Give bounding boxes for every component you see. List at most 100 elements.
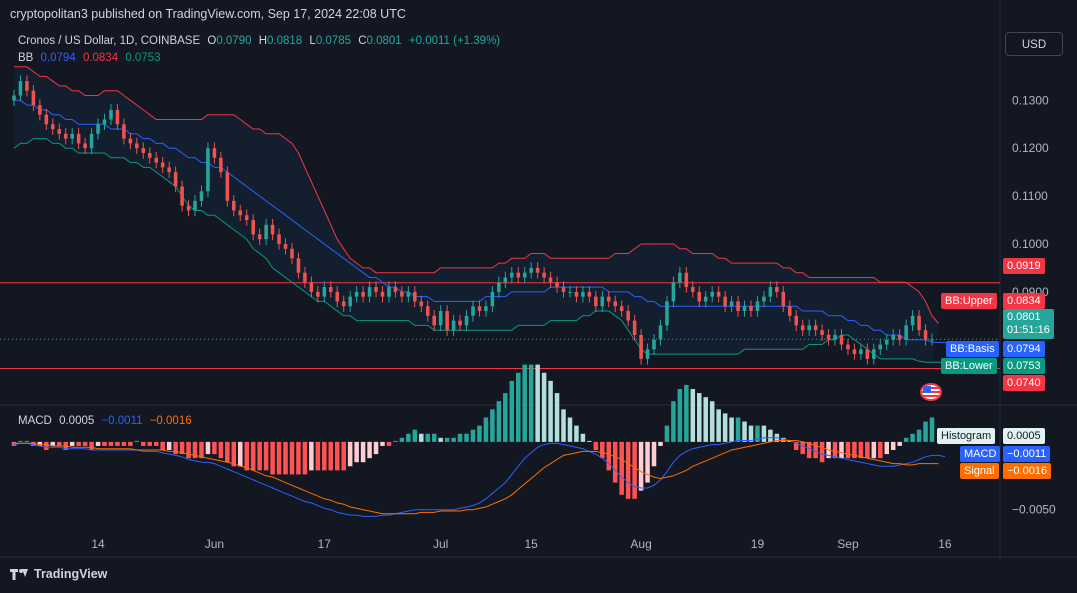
candle-body	[354, 291, 359, 297]
macd-histogram-bar	[865, 441, 870, 459]
time-tick-label: Sep	[837, 537, 859, 551]
candle-body	[180, 186, 184, 206]
bb-upper-value-tag: 0.0834	[1003, 293, 1045, 309]
macd-histogram-bar	[322, 441, 327, 471]
macd-histogram-bar	[354, 441, 359, 463]
candle-body	[18, 81, 23, 96]
candle-body	[516, 272, 521, 278]
candle-body	[225, 172, 230, 201]
candle-body	[542, 272, 546, 278]
macd-histogram-bar	[755, 425, 760, 442]
macd-histogram-bar	[845, 441, 851, 459]
macd-histogram-bar	[742, 421, 747, 442]
macd-histogram-bar	[709, 401, 715, 442]
candle-body	[626, 311, 630, 321]
candle-body	[348, 296, 352, 307]
macd-histogram-bar	[632, 441, 637, 499]
macd-histogram-bar	[832, 441, 838, 459]
candle-body	[716, 291, 721, 297]
macd-histogram-bar	[897, 441, 902, 446]
bollinger-band-lines	[13, 66, 952, 363]
candle-body	[264, 224, 268, 240]
candle-body	[794, 315, 799, 326]
candle-body	[438, 311, 443, 326]
candle-body	[878, 344, 883, 350]
macd-histogram-bar	[393, 440, 398, 442]
bb-basis-value-tag: 0.0794	[1003, 341, 1045, 357]
candle-body	[380, 291, 385, 297]
candle-body	[128, 138, 133, 144]
candle-body	[212, 148, 217, 158]
macd-histogram-bar	[225, 441, 230, 463]
macd-histogram-bar	[722, 413, 728, 442]
macd-histogram-bar	[496, 401, 502, 442]
macd-histogram-bar	[141, 441, 146, 446]
histogram-value-tag: 0.0005	[1003, 428, 1045, 444]
bb-label: BB	[18, 52, 34, 64]
macd-histogram-bar	[806, 441, 812, 459]
candle-body	[600, 296, 605, 307]
macd-histogram-bar	[528, 364, 534, 442]
candle-body	[884, 339, 889, 345]
price-countdown: 01:51:16	[1007, 324, 1050, 336]
candle-body	[497, 282, 501, 292]
time-tick-label: 16	[938, 537, 952, 551]
bb-upper-line	[14, 66, 939, 324]
candle-body	[755, 301, 760, 312]
open-label: O	[207, 35, 217, 47]
macd-histogram-bar	[871, 441, 877, 459]
macd-pane	[11, 364, 946, 517]
us-flag-icon[interactable]	[920, 383, 942, 401]
candle-body	[290, 248, 294, 259]
bb-legend: BB 0.0794 0.0834 0.0753	[18, 52, 165, 64]
macd-histogram-bar	[910, 433, 915, 442]
macd-histogram-bar	[257, 441, 262, 471]
macd-histogram-bar	[238, 441, 243, 467]
macd-histogram-bar	[425, 433, 431, 442]
macd-histogram-bar	[522, 364, 527, 442]
tradingview-brand[interactable]: TradingView	[10, 567, 107, 581]
candle-body	[671, 282, 676, 302]
candle-body	[57, 129, 62, 134]
macd-histogram-bar	[548, 380, 553, 442]
candle-body	[277, 234, 281, 244]
candle-body	[787, 306, 792, 316]
time-tick-label: Jul	[433, 537, 448, 551]
symbol-name: Cronos / US Dollar, 1D, COINBASE	[18, 35, 201, 47]
macd-histogram-bar	[852, 441, 857, 459]
candle-body	[710, 291, 714, 297]
candle-body	[723, 296, 727, 307]
macd-histogram-bar	[69, 441, 75, 446]
candle-body	[619, 306, 624, 312]
macd-histogram-bar	[173, 441, 178, 455]
currency-selector[interactable]: USD	[1005, 32, 1063, 56]
candle-body	[12, 95, 16, 101]
high-value: 0.0818	[267, 35, 303, 47]
macd-histogram-bar	[567, 417, 573, 442]
candle-body	[193, 200, 197, 211]
time-tick-label: Jun	[205, 537, 224, 551]
macd-histogram-bar	[244, 441, 249, 471]
macd-histogram-bar	[276, 441, 282, 475]
macd-histogram-bar	[839, 441, 844, 459]
candle-body	[83, 143, 87, 149]
macd-histogram-bar	[89, 441, 94, 451]
macd-histogram-bar	[781, 437, 786, 442]
bb-fill-area	[14, 66, 939, 363]
macd-signal-value: −0.0016	[149, 415, 192, 427]
macd-histogram-bar	[748, 425, 754, 442]
published-line: cryptopolitan3 published on TradingView.…	[10, 7, 406, 21]
candle-body	[76, 133, 81, 144]
candle-body	[555, 282, 559, 288]
candle-body	[574, 291, 579, 297]
macd-histogram-bar	[625, 441, 631, 499]
macd-histogram-bar	[160, 441, 165, 451]
macd-histogram-bar	[593, 441, 599, 451]
macd-histogram-bar	[412, 429, 418, 442]
candle-body	[477, 306, 482, 312]
candle-body	[503, 277, 508, 283]
candle-body	[206, 148, 210, 192]
candle-body	[341, 301, 346, 307]
candle-body	[632, 320, 637, 335]
